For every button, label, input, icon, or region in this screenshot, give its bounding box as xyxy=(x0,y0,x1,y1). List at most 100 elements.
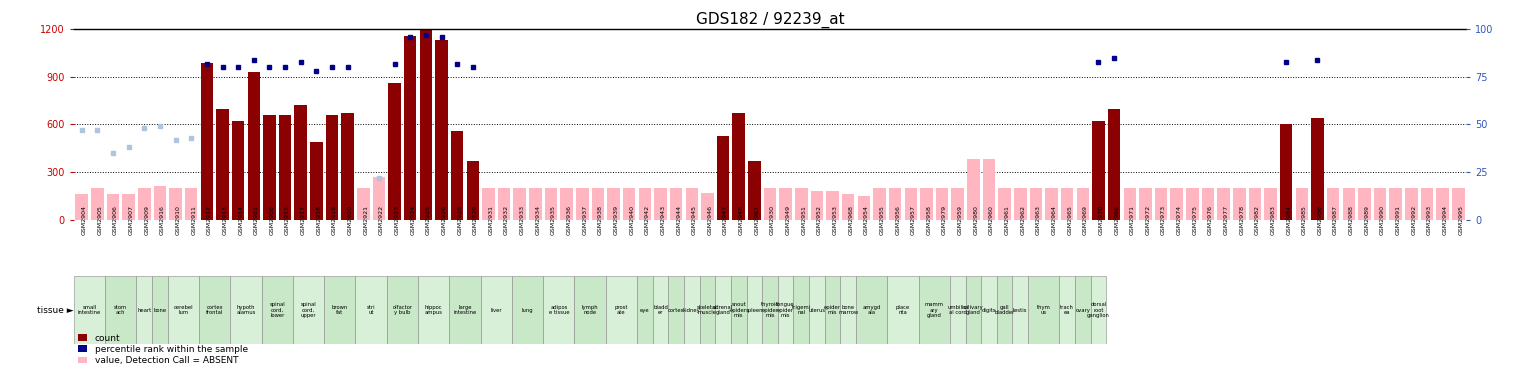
Text: GSM2934: GSM2934 xyxy=(536,205,541,235)
Text: umbilici
al cord: umbilici al cord xyxy=(947,305,969,315)
Text: GSM2917: GSM2917 xyxy=(300,205,306,235)
Bar xyxy=(748,161,761,220)
Bar xyxy=(574,276,605,344)
Text: GSM2967: GSM2967 xyxy=(755,205,759,235)
Bar xyxy=(1264,188,1277,220)
Text: GSM2978: GSM2978 xyxy=(1240,205,1244,235)
Bar xyxy=(216,109,229,220)
Text: GSM2940: GSM2940 xyxy=(630,205,634,235)
Text: GSM2907: GSM2907 xyxy=(129,205,134,235)
Text: GSM2963: GSM2963 xyxy=(1036,205,1041,235)
Bar xyxy=(654,188,667,220)
Text: GSM2977: GSM2977 xyxy=(1224,205,1229,235)
Bar xyxy=(326,115,339,220)
Bar xyxy=(668,276,684,344)
Text: spinal
cord,
upper: spinal cord, upper xyxy=(300,302,316,318)
Text: adipos
e tissue: adipos e tissue xyxy=(548,305,570,315)
Text: trigemi
nal: trigemi nal xyxy=(792,305,812,315)
Text: GSM2954: GSM2954 xyxy=(864,205,869,235)
Text: trach
ea: trach ea xyxy=(1060,305,1073,315)
Text: gall
bladder: gall bladder xyxy=(995,305,1015,315)
Bar xyxy=(732,276,747,344)
Text: GSM2959: GSM2959 xyxy=(958,205,962,235)
Text: GSM2971: GSM2971 xyxy=(1130,205,1135,235)
Bar xyxy=(998,188,1010,220)
Bar xyxy=(357,188,370,220)
Bar xyxy=(75,194,88,220)
Bar xyxy=(591,188,604,220)
Text: GSM2995: GSM2995 xyxy=(1458,205,1463,235)
Text: adrenal
gland: adrenal gland xyxy=(713,305,733,315)
Text: GSM2988: GSM2988 xyxy=(1349,205,1354,235)
Bar xyxy=(1092,121,1104,220)
Bar xyxy=(545,188,557,220)
Text: GSM2980: GSM2980 xyxy=(973,205,978,235)
Text: GSM2962: GSM2962 xyxy=(1021,205,1026,235)
Text: GSM2926: GSM2926 xyxy=(442,205,447,235)
Bar xyxy=(576,188,588,220)
Bar xyxy=(983,159,995,220)
Text: GSM2908: GSM2908 xyxy=(270,205,274,235)
Text: GSM2986: GSM2986 xyxy=(1318,205,1323,235)
Bar xyxy=(1155,188,1167,220)
Text: GSM2973: GSM2973 xyxy=(1161,205,1166,235)
Bar xyxy=(1311,118,1324,220)
Text: large
intestine: large intestine xyxy=(453,305,476,315)
Bar xyxy=(1140,188,1152,220)
Bar xyxy=(1201,188,1214,220)
Text: GSM2924: GSM2924 xyxy=(410,205,416,235)
Text: GSM2955: GSM2955 xyxy=(879,205,884,235)
Text: GSM2921: GSM2921 xyxy=(363,205,368,235)
Bar xyxy=(168,276,199,344)
Text: bone: bone xyxy=(154,308,166,313)
Text: GSM2906: GSM2906 xyxy=(112,205,119,235)
Text: GSM2985: GSM2985 xyxy=(1301,205,1307,235)
Bar xyxy=(607,188,619,220)
Text: GSM2931: GSM2931 xyxy=(488,205,493,235)
Bar xyxy=(1046,188,1058,220)
Text: bladd
er: bladd er xyxy=(653,305,668,315)
Text: GSM2936: GSM2936 xyxy=(567,205,571,235)
Text: GSM2966: GSM2966 xyxy=(1113,205,1120,235)
Text: GSM2920: GSM2920 xyxy=(348,205,353,235)
Text: spleen: spleen xyxy=(745,308,764,313)
Bar xyxy=(262,276,293,344)
Bar xyxy=(1012,276,1029,344)
Bar xyxy=(91,188,103,220)
Bar xyxy=(856,276,887,344)
Text: GSM2925: GSM2925 xyxy=(427,205,431,235)
Bar xyxy=(139,188,151,220)
Bar xyxy=(1343,188,1355,220)
Bar xyxy=(1280,124,1292,220)
Bar xyxy=(887,276,918,344)
Bar xyxy=(873,188,886,220)
Bar xyxy=(653,276,668,344)
Text: GSM2975: GSM2975 xyxy=(1192,205,1197,235)
Text: GSM2981: GSM2981 xyxy=(254,205,259,235)
Bar xyxy=(747,276,762,344)
Bar xyxy=(638,276,653,344)
Text: spinal
cord,
lower: spinal cord, lower xyxy=(270,302,285,318)
Bar xyxy=(639,188,651,220)
Bar xyxy=(263,115,276,220)
Text: GSM2948: GSM2948 xyxy=(739,205,744,235)
Bar xyxy=(417,276,450,344)
Title: GDS182 / 92239_at: GDS182 / 92239_at xyxy=(696,12,844,28)
Bar xyxy=(1186,188,1198,220)
Bar xyxy=(513,188,527,220)
Bar xyxy=(996,276,1012,344)
Bar xyxy=(624,188,636,220)
Bar xyxy=(511,276,544,344)
Bar xyxy=(294,105,306,220)
Text: salivary
gland: salivary gland xyxy=(962,305,984,315)
Bar xyxy=(1358,188,1371,220)
Text: place
nta: place nta xyxy=(896,305,910,315)
Bar xyxy=(1404,188,1418,220)
Bar xyxy=(904,188,916,220)
Text: amygd
ala: amygd ala xyxy=(862,305,881,315)
Text: GSM2911: GSM2911 xyxy=(191,205,196,235)
Text: GSM2972: GSM2972 xyxy=(1146,205,1150,235)
Bar xyxy=(715,276,732,344)
Text: GSM2937: GSM2937 xyxy=(582,205,587,235)
Text: cortex: cortex xyxy=(668,308,684,313)
